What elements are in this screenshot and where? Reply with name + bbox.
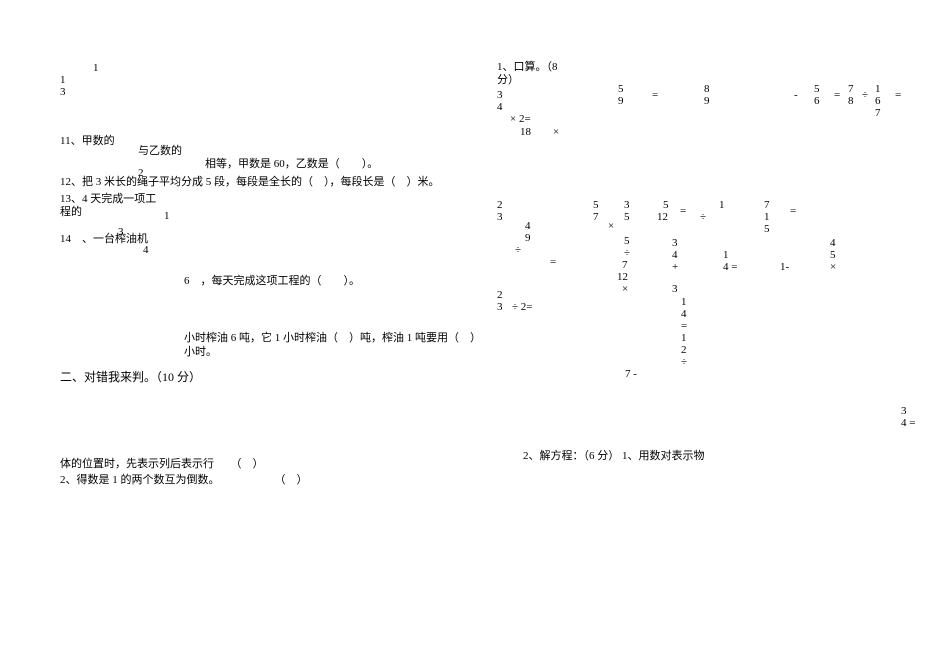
q14-text: 14 、一台榨油机 [60, 233, 148, 246]
calc: × [830, 261, 836, 274]
calc: × [608, 220, 614, 233]
calc: + [672, 261, 678, 274]
judge-item: 体的位置时，先表示列后表示行 （ ） [60, 458, 264, 471]
frag: 3 [60, 86, 66, 99]
calc: 9 [704, 95, 710, 108]
calc: 4 = [901, 417, 915, 430]
calc: = [680, 205, 686, 218]
calc: 4 [497, 101, 503, 114]
calc: 8 [848, 95, 854, 108]
calc: 6 [814, 95, 820, 108]
calc-heading: 1、口算。（8 [497, 61, 558, 74]
q11-text: 相等，甲数是 60，乙数是（ ）。 [205, 158, 378, 171]
calc: = [550, 256, 556, 269]
q13-text: 6 ，每天完成这项工程的（ ）。 [184, 275, 360, 288]
calc: 4 = [723, 261, 737, 274]
calc: ÷ [700, 211, 706, 224]
calc: × 2= [510, 113, 531, 126]
q12-text: 12、把 3 米长的绳子平均分成 5 段，每段是全长的（ ），每段长是（ ）米。 [60, 176, 440, 189]
q13-text: 程的 [60, 206, 82, 219]
calc: 1- [780, 261, 789, 274]
calc: 5 [764, 223, 770, 236]
calc: 7 [593, 211, 599, 224]
calc: 3 [497, 211, 503, 224]
solve-eq-label: 2、解方程：（6 分） 1、用数对表示物 [523, 450, 705, 463]
q11-text: 与乙数的 [138, 145, 182, 158]
q13-frag: 1 [164, 210, 170, 223]
calc: 12 [657, 211, 668, 224]
calc: = [652, 89, 658, 102]
calc-heading: 分） [497, 74, 519, 87]
calc: 1 [719, 199, 725, 212]
calc: 9 [525, 232, 531, 245]
judge-item: 2、得数是 1 的两个数互为倒数。 （ ） [60, 474, 308, 487]
calc: = [895, 89, 901, 102]
calc: 7 - [625, 368, 637, 381]
calc: 7 [875, 107, 881, 120]
calc: 3 [672, 283, 678, 296]
calc: 9 [618, 95, 624, 108]
q14-text: 小时榨油 6 吨，它 1 小时榨油（ ）吨，榨油 1 吨要用（ ） [184, 332, 481, 345]
section-heading: 二、对错我来判。（10 分） [60, 370, 201, 384]
calc: ÷ 2= [512, 301, 533, 314]
q11-text: 11、甲数的 [60, 135, 115, 148]
calc: - [794, 89, 798, 102]
calc: × [622, 283, 628, 296]
calc: = [834, 89, 840, 102]
calc: = [790, 205, 796, 218]
calc: ÷ [515, 244, 521, 257]
calc: 5 [624, 211, 630, 224]
frag: 1 [93, 62, 99, 75]
worksheet-page: 1 1 3 11、甲数的 与乙数的 相等，甲数是 60，乙数是（ ）。 2 12… [0, 0, 950, 658]
calc: ÷ [681, 356, 687, 369]
q14-text: 小时。 [184, 346, 217, 359]
calc: 18 × [520, 126, 559, 139]
calc: 3 [497, 301, 503, 314]
q14-frag: 4 [143, 244, 149, 257]
calc: ÷ [862, 89, 868, 102]
q13-text: 13、4 天完成一项工 [60, 193, 156, 206]
